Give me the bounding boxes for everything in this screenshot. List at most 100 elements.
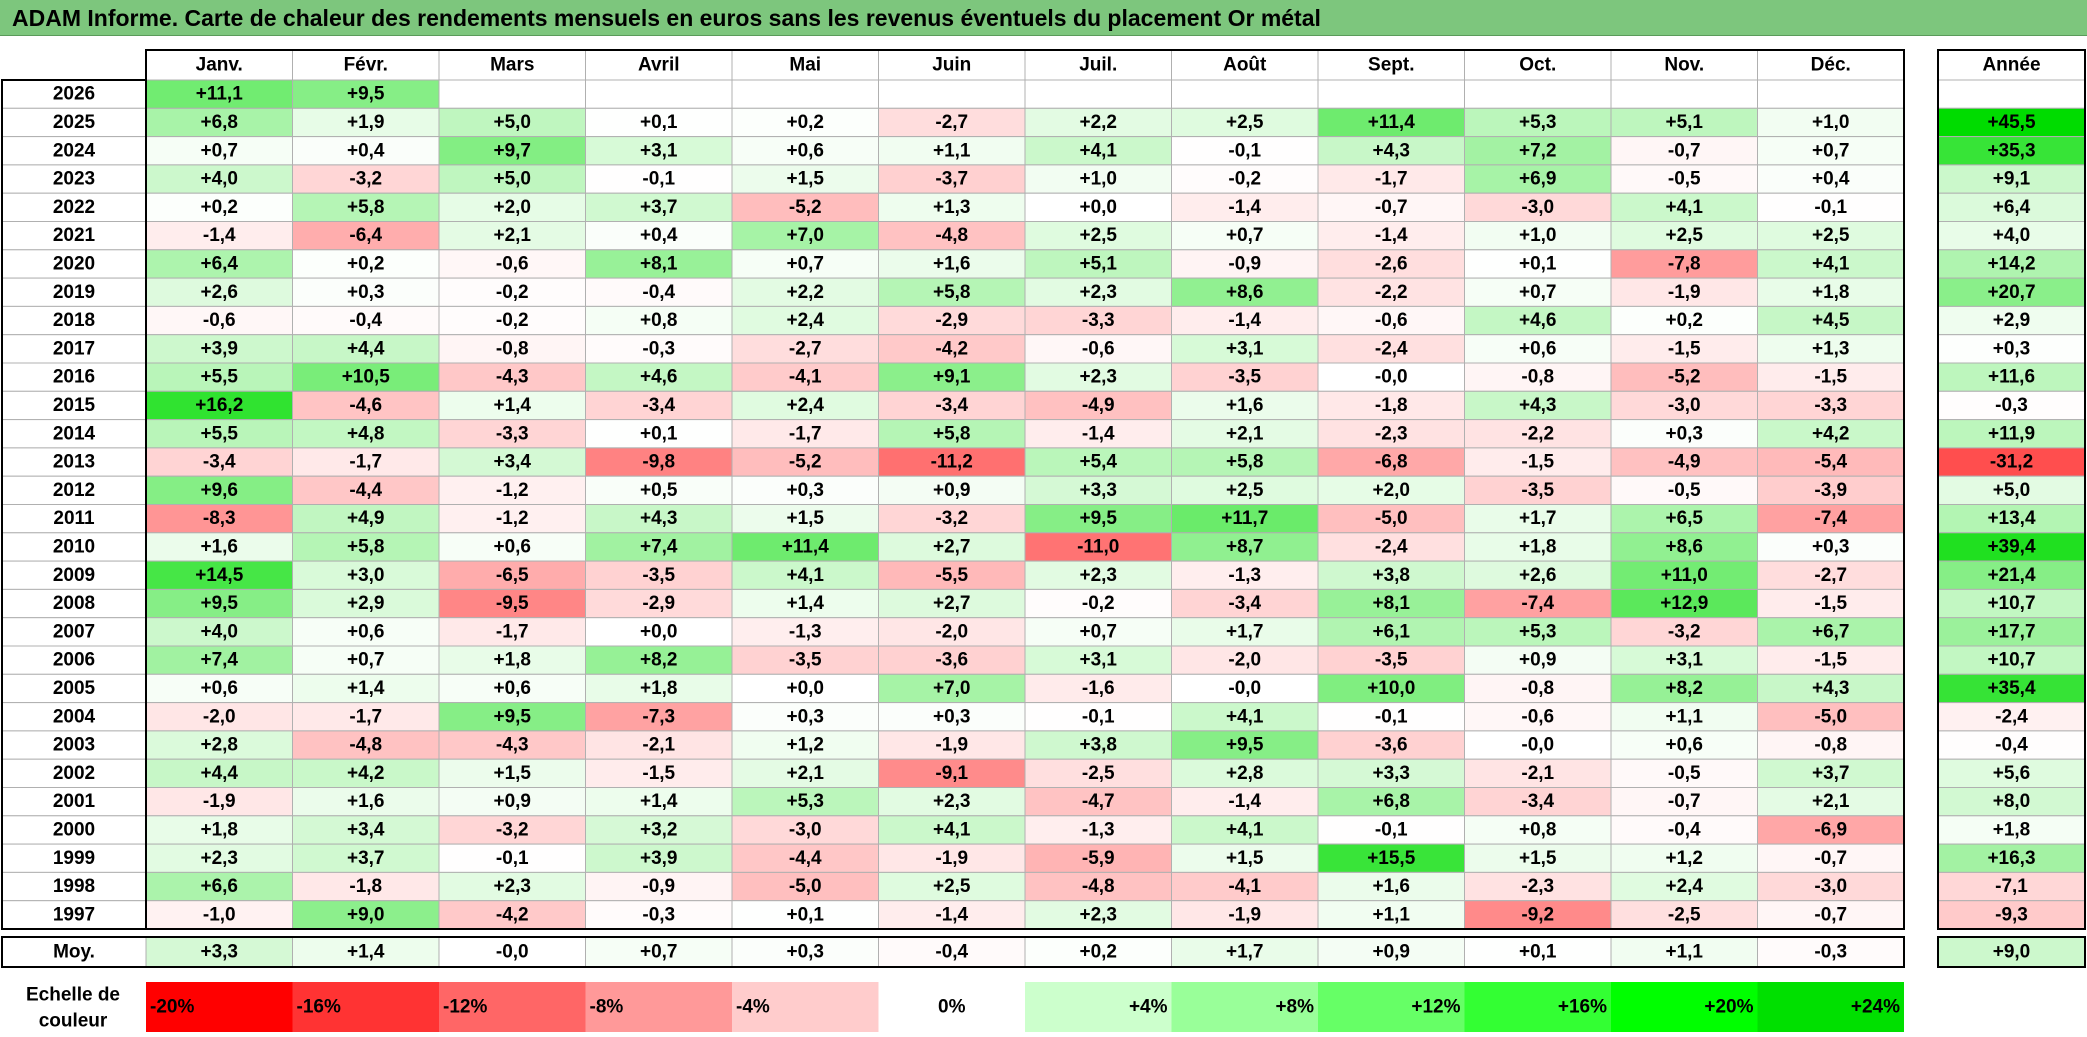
heatmap-value: -7,8 xyxy=(1668,253,1701,274)
average-value: +1,7 xyxy=(1226,942,1264,963)
heatmap-value: +9,5 xyxy=(200,593,238,614)
heatmap-value: +2,2 xyxy=(1079,112,1117,133)
heatmap-value: +1,0 xyxy=(1812,112,1850,133)
heatmap-value: -5,2 xyxy=(1668,367,1701,388)
heatmap-value: +3,7 xyxy=(640,197,678,218)
row-year-label: 2026 xyxy=(53,84,95,105)
heatmap-value: +4,3 xyxy=(1519,395,1557,416)
heatmap-value: -1,7 xyxy=(349,706,382,727)
heatmap-cell xyxy=(145,758,293,789)
heatmap-cell xyxy=(731,900,879,930)
row-year-cell xyxy=(1,787,147,817)
heatmap-value: +3,1 xyxy=(640,140,678,161)
heatmap-value: +0,3 xyxy=(786,480,824,501)
heatmap-value: -0,6 xyxy=(1521,706,1554,727)
heatmap-cell xyxy=(292,362,440,392)
heatmap-cell xyxy=(731,758,879,789)
heatmap-cell xyxy=(585,447,733,477)
heatmap-value: -2,0 xyxy=(1228,650,1261,671)
heatmap-value: -0,1 xyxy=(642,169,675,190)
heatmap-value: +1,6 xyxy=(933,253,971,274)
heatmap-cell xyxy=(1024,475,1172,506)
color-scale-label: -4% xyxy=(736,997,770,1018)
heatmap-value: +1,5 xyxy=(493,763,531,784)
heatmap-value: -1,5 xyxy=(1814,593,1847,614)
heatmap-value: +4,1 xyxy=(1226,706,1264,727)
heatmap-cell xyxy=(145,645,293,675)
heatmap-value: +11,1 xyxy=(196,84,243,105)
heatmap-cell xyxy=(1610,447,1758,477)
heatmap-value: +6,4 xyxy=(200,253,238,274)
heatmap-cell xyxy=(1757,758,1905,789)
heatmap-cell xyxy=(1317,136,1465,166)
heatmap-value: +0,6 xyxy=(786,140,824,161)
heatmap-cell xyxy=(585,419,733,449)
heatmap-cell xyxy=(1024,815,1172,845)
row-year-label: 2004 xyxy=(53,706,96,727)
heatmap-value: -4,3 xyxy=(496,367,529,388)
heatmap-cell xyxy=(1317,362,1465,392)
average-value: +0,1 xyxy=(1519,942,1557,963)
month-header-label: Avril xyxy=(638,55,680,76)
heatmap-cell xyxy=(878,900,1026,930)
heatmap-cell xyxy=(731,419,879,449)
heatmap-value: +0,5 xyxy=(640,480,678,501)
heatmap-value: +8,6 xyxy=(1665,536,1703,557)
heatmap-value: -2,4 xyxy=(1375,338,1408,359)
color-scale-label: -16% xyxy=(297,997,341,1018)
heatmap-value: -0,7 xyxy=(1668,791,1701,812)
row-year-label: 2021 xyxy=(53,225,96,246)
heatmap-value: -3,3 xyxy=(496,423,529,444)
heatmap-value: +5,5 xyxy=(200,423,238,444)
heatmap-value: +0,6 xyxy=(493,678,531,699)
heatmap-value: +4,6 xyxy=(640,367,678,388)
heatmap-value: +1,4 xyxy=(786,593,824,614)
heatmap-value: -3,2 xyxy=(935,508,968,529)
heatmap-cell xyxy=(878,673,1026,704)
row-year-label: 2002 xyxy=(53,763,95,784)
heatmap-cell xyxy=(438,702,586,732)
heatmap-cell xyxy=(731,532,879,562)
heatmap-value: +2,3 xyxy=(1079,367,1117,388)
heatmap-cell xyxy=(878,588,1026,619)
heatmap-value: -5,0 xyxy=(1375,508,1408,529)
heatmap-value: +8,2 xyxy=(1665,678,1703,699)
heatmap-value: +2,8 xyxy=(1226,763,1264,784)
heatmap-value: +6,5 xyxy=(1665,508,1703,529)
heatmap-value: -2,2 xyxy=(1521,423,1554,444)
heatmap-value: +4,1 xyxy=(933,819,971,840)
heatmap-cell xyxy=(1171,305,1319,336)
annual-value: +6,4 xyxy=(1993,197,2031,218)
heatmap-value: +3,9 xyxy=(640,848,678,869)
heatmap-value: -0,2 xyxy=(1082,593,1115,614)
heatmap-value: +2,2 xyxy=(786,282,824,303)
heatmap-value: +10,0 xyxy=(1367,678,1415,699)
heatmap-value: -3,5 xyxy=(1375,650,1408,671)
month-header-cell xyxy=(1464,49,1612,81)
annual-value: -2,4 xyxy=(1995,706,2028,727)
annual-value: +17,7 xyxy=(1987,621,2035,642)
annual-cell xyxy=(1937,164,2086,194)
heatmap-value: -0,7 xyxy=(1814,848,1847,869)
heatmap-value: +8,2 xyxy=(640,650,678,671)
heatmap-value: +2,4 xyxy=(786,310,824,331)
annual-value: +2,9 xyxy=(1993,310,2031,331)
heatmap-value: +0,9 xyxy=(1519,650,1557,671)
heatmap-cell xyxy=(1317,164,1465,194)
heatmap-value: +5,3 xyxy=(786,791,824,812)
heatmap-value: +3,8 xyxy=(1079,735,1117,756)
heatmap-cell xyxy=(1757,475,1905,506)
heatmap-value: -0,4 xyxy=(642,282,675,303)
color-scale-swatch xyxy=(732,982,879,1032)
heatmap-value: +9,5 xyxy=(1226,735,1264,756)
heatmap-value: +1,5 xyxy=(786,508,824,529)
heatmap-cell xyxy=(438,758,586,789)
heatmap-value: +3,1 xyxy=(1665,650,1703,671)
heatmap-value: +8,1 xyxy=(640,253,678,274)
heatmap-value: -0,4 xyxy=(1668,819,1701,840)
chart-title: ADAM Informe. Carte de chaleur des rende… xyxy=(12,5,1321,31)
heatmap-value: +4,6 xyxy=(1519,310,1557,331)
heatmap-cell xyxy=(292,871,440,902)
heatmap-value: -11,0 xyxy=(1077,536,1119,557)
month-header-cell xyxy=(438,49,586,81)
